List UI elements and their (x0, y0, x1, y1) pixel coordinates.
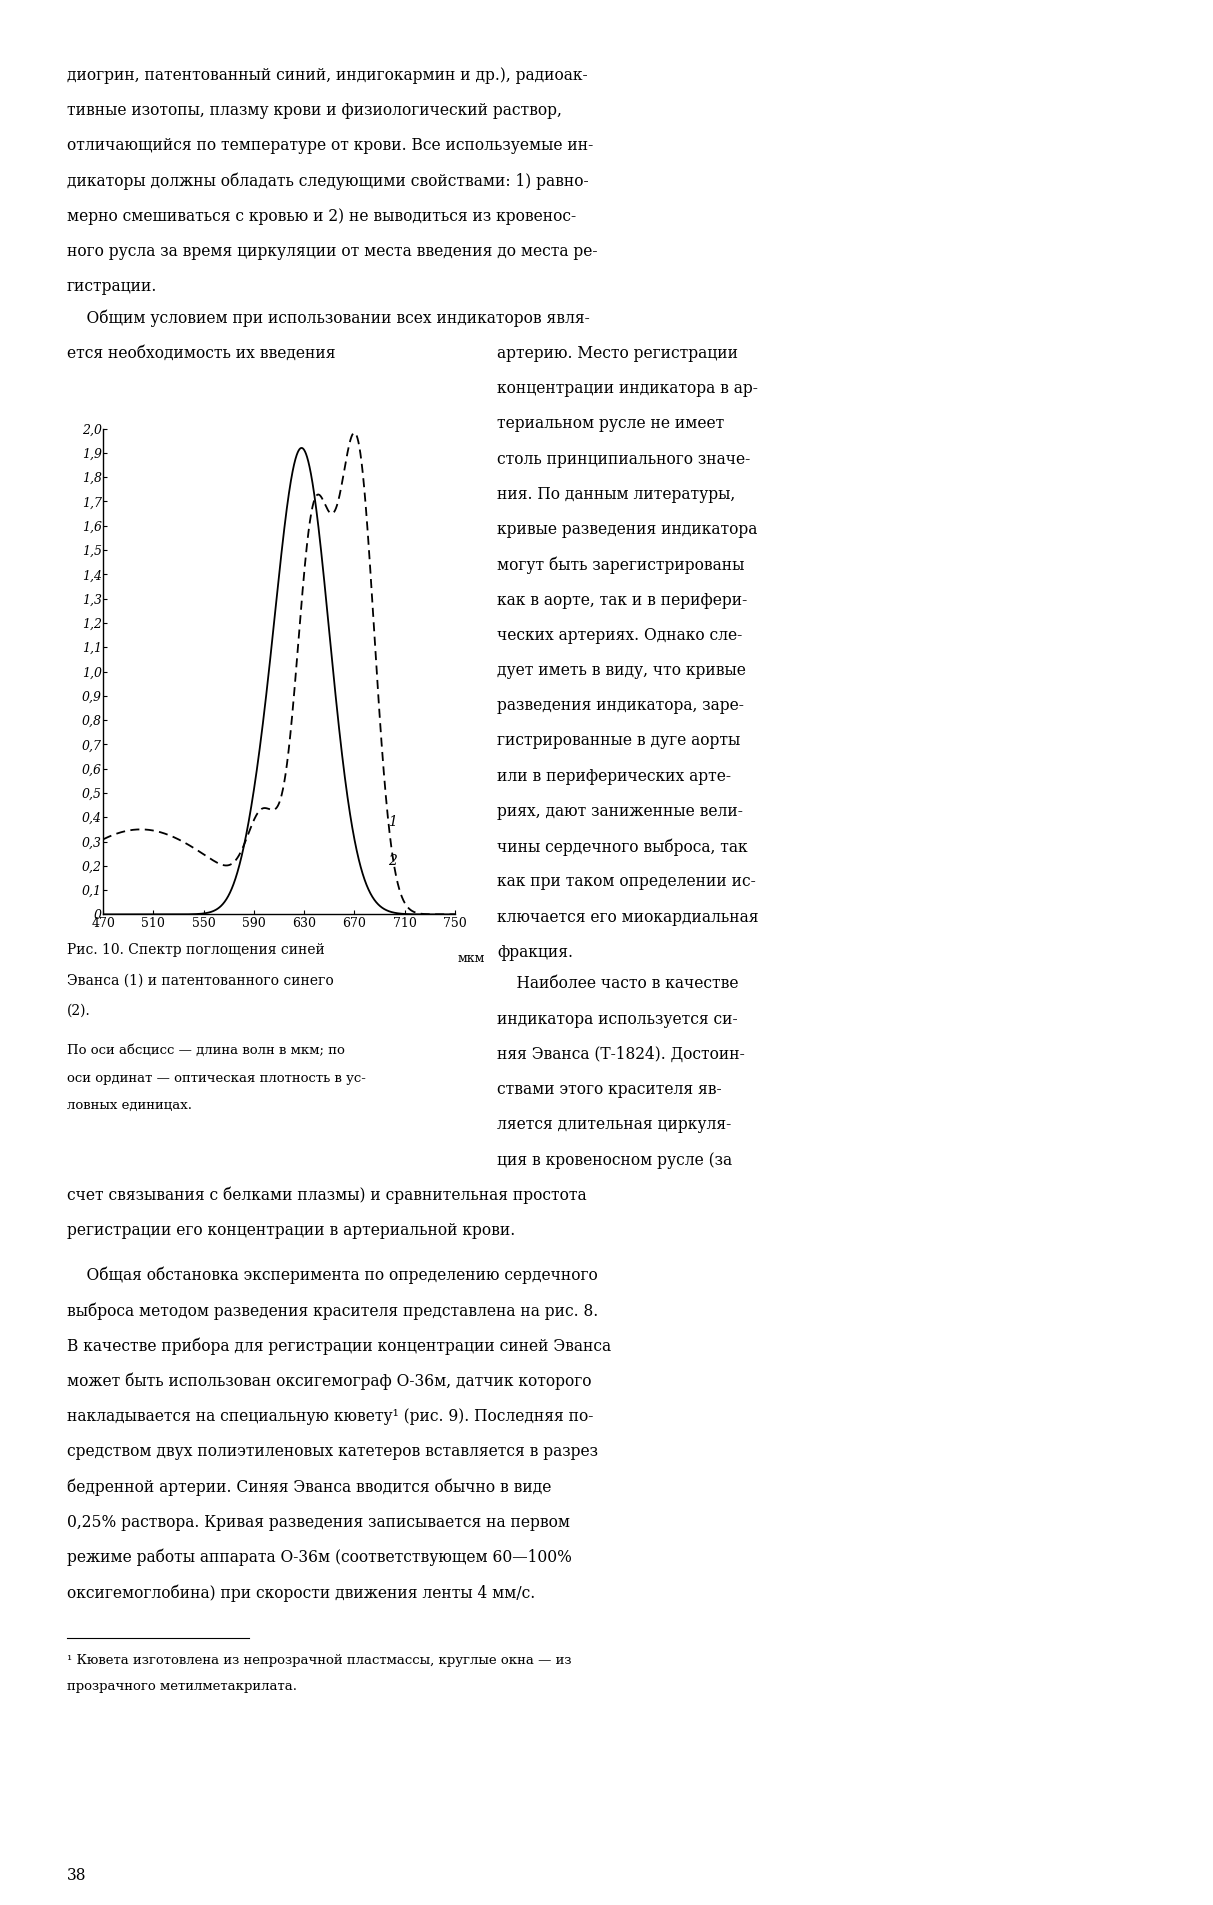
Text: ключается его миокардиальная: ключается его миокардиальная (497, 909, 759, 926)
Text: ляется длительная циркуля-: ляется длительная циркуля- (497, 1116, 731, 1133)
Text: индикатора используется си-: индикатора используется си- (497, 1010, 738, 1027)
Text: ствами этого красителя яв-: ствами этого красителя яв- (497, 1082, 722, 1097)
Text: чины сердечного выброса, так: чины сердечного выброса, так (497, 838, 748, 855)
Text: ного русла за время циркуляции от места введения до места ре-: ного русла за время циркуляции от места … (67, 244, 597, 259)
Text: бедренной артерии. Синяя Эванса вводится обычно в виде: бедренной артерии. Синяя Эванса вводится… (67, 1478, 551, 1495)
Text: ¹ Кювета изготовлена из непрозрачной пластмассы, круглые окна — из: ¹ Кювета изготовлена из непрозрачной пла… (67, 1654, 571, 1667)
Text: Общим условием при использовании всех индикаторов явля-: Общим условием при использовании всех ин… (67, 311, 590, 328)
Text: По оси абсцисс — длина волн в мкм; по: По оси абсцисс — длина волн в мкм; по (67, 1044, 344, 1057)
Text: мерно смешиваться с кровью и 2) не выводиться из кровенос-: мерно смешиваться с кровью и 2) не вывод… (67, 208, 576, 225)
Text: Наиболее часто в качестве: Наиболее часто в качестве (497, 975, 739, 993)
Text: как при таком определении ис-: как при таком определении ис- (497, 872, 756, 890)
Text: 38: 38 (67, 1867, 86, 1884)
Text: могут быть зарегистрированы: могут быть зарегистрированы (497, 556, 745, 573)
Text: счет связывания с белками плазмы) и сравнительная простота: счет связывания с белками плазмы) и срав… (67, 1187, 586, 1204)
Text: дикаторы должны обладать следующими свойствами: 1) равно-: дикаторы должны обладать следующими свой… (67, 173, 588, 190)
Text: диогрин, патентованный синий, индигокармин и др.), радиоак-: диогрин, патентованный синий, индигокарм… (67, 67, 587, 84)
Text: оси ординат — оптическая плотность в ус-: оси ординат — оптическая плотность в ус- (67, 1071, 365, 1084)
Text: риях, дают заниженные вели-: риях, дают заниженные вели- (497, 804, 744, 819)
Text: может быть использован оксигемограф О-36м, датчик которого: может быть использован оксигемограф О-36… (67, 1372, 591, 1391)
Text: няя Эванса (Т-1824). Достоин-: няя Эванса (Т-1824). Достоин- (497, 1046, 745, 1063)
Text: ловных единицах.: ловных единицах. (67, 1099, 192, 1113)
Text: гистрированные в дуге аорты: гистрированные в дуге аорты (497, 733, 741, 749)
Text: столь принципиального значе-: столь принципиального значе- (497, 451, 751, 467)
Text: средством двух полиэтиленовых катетеров вставляется в разрез: средством двух полиэтиленовых катетеров … (67, 1444, 598, 1459)
Text: мкм: мкм (457, 952, 485, 964)
Text: дует иметь в виду, что кривые: дует иметь в виду, что кривые (497, 663, 746, 678)
Text: режиме работы аппарата О-36м (соответствующем 60—100%: режиме работы аппарата О-36м (соответств… (67, 1549, 571, 1566)
Text: выброса методом разведения красителя представлена на рис. 8.: выброса методом разведения красителя пре… (67, 1303, 598, 1320)
Text: или в периферических арте-: или в периферических арте- (497, 768, 731, 785)
Text: ция в кровеносном русле (за: ция в кровеносном русле (за (497, 1151, 733, 1168)
Text: ется необходимость их введения: ется необходимость их введения (67, 345, 335, 362)
Text: артерию. Место регистрации: артерию. Место регистрации (497, 345, 739, 362)
Text: как в аорте, так и в перифери-: как в аорте, так и в перифери- (497, 591, 747, 608)
Text: оксигемоглобина) при скорости движения ленты 4 мм/с.: оксигемоглобина) при скорости движения л… (67, 1583, 535, 1602)
Text: В качестве прибора для регистрации концентрации синей Эванса: В качестве прибора для регистрации конце… (67, 1337, 611, 1354)
Text: 2: 2 (388, 853, 397, 869)
Text: фракция.: фракция. (497, 945, 574, 960)
Text: регистрации его концентрации в артериальной крови.: регистрации его концентрации в артериаль… (67, 1223, 516, 1238)
Text: разведения индикатора, заре-: разведения индикатора, заре- (497, 697, 745, 714)
Text: гистрации.: гистрации. (67, 278, 158, 295)
Text: териальном русле не имеет: териальном русле не имеет (497, 415, 724, 432)
Text: Рис. 10. Спектр поглощения синей: Рис. 10. Спектр поглощения синей (67, 943, 324, 956)
Text: кривые разведения индикатора: кривые разведения индикатора (497, 522, 758, 537)
Text: тивные изотопы, плазму крови и физиологический раствор,: тивные изотопы, плазму крови и физиологи… (67, 101, 562, 118)
Text: Эванса (1) и патентованного синего: Эванса (1) и патентованного синего (67, 973, 334, 987)
Text: ческих артериях. Однако сле-: ческих артериях. Однако сле- (497, 627, 742, 644)
Text: Общая обстановка эксперимента по определению сердечного: Общая обстановка эксперимента по определ… (67, 1267, 598, 1284)
Text: накладывается на специальную кювету¹ (рис. 9). Последняя по-: накладывается на специальную кювету¹ (ри… (67, 1408, 593, 1425)
Text: 0,25% раствора. Кривая разведения записывается на первом: 0,25% раствора. Кривая разведения записы… (67, 1513, 570, 1530)
Text: ния. По данным литературы,: ния. По данным литературы, (497, 486, 735, 503)
Text: концентрации индикатора в ар-: концентрации индикатора в ар- (497, 381, 758, 396)
Text: (2).: (2). (67, 1004, 91, 1017)
Text: прозрачного метилметакрилата.: прозрачного метилметакрилата. (67, 1680, 297, 1694)
Text: отличающийся по температуре от крови. Все используемые ин-: отличающийся по температуре от крови. Вс… (67, 137, 593, 154)
Text: 1: 1 (388, 815, 397, 829)
